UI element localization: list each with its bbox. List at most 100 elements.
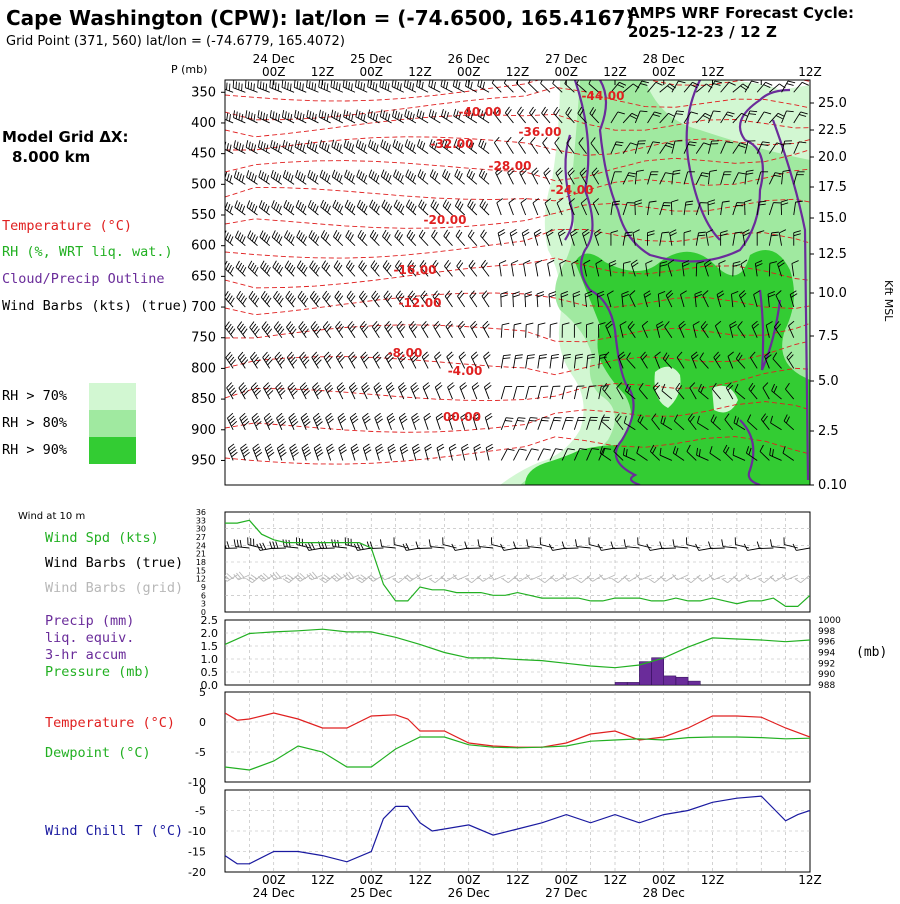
pressure-tick-label: 550 xyxy=(191,208,216,223)
precip-panel: Precip (mm) liq. equiv. 3-hr accum Press… xyxy=(45,613,887,692)
precip-tick-label: 2.5 xyxy=(201,614,219,627)
top-day-label: 26 Dec xyxy=(448,52,490,66)
pressure-tick-label: 992 xyxy=(818,659,835,669)
pressure-unit-label: (mb) xyxy=(856,645,887,660)
kft-msl-label: Kft MSL xyxy=(882,280,895,322)
pressure-tick-label: 750 xyxy=(191,331,216,346)
legend-rh: RH (%, WRT liq. wat.) xyxy=(2,244,173,260)
height-tick-label: 17.5 xyxy=(818,180,847,195)
pressure-tick-label: 700 xyxy=(191,300,216,315)
model-grid-value: 8.000 km xyxy=(12,148,90,166)
temp-y-axis: 50-5-10 xyxy=(188,686,206,789)
height-tick-label: 7.5 xyxy=(818,329,839,344)
barb-shaft xyxy=(216,575,225,583)
pressure-tick-label: 800 xyxy=(191,361,216,376)
windchill-tick-label: -10 xyxy=(188,825,206,838)
precip-label-3: 3-hr accum xyxy=(45,647,126,663)
precip-tick-label: 0.5 xyxy=(201,666,219,679)
temperature-contour-label: -24.00 xyxy=(551,183,594,197)
rh70-swatch xyxy=(89,383,136,410)
pressure-tick-label: 850 xyxy=(191,392,216,407)
windchill-panel: Wind Chill T (°C) 0-5-10-15-20 xyxy=(45,784,810,879)
wind-barbs-grid-label: Wind Barbs (grid) xyxy=(45,580,183,596)
temperature-contour-label: -40.00 xyxy=(459,105,502,119)
height-tick-label: 15.0 xyxy=(818,211,847,226)
true-wind-barb xyxy=(208,543,225,551)
pressure-tick-label: 650 xyxy=(191,269,216,284)
pressure-tick-label: 500 xyxy=(191,177,216,192)
top-hour-label: 12Z xyxy=(506,65,530,79)
precip-label-1: Precip (mm) xyxy=(45,613,134,629)
bottom-day-label: 25 Dec xyxy=(350,886,392,900)
top-day-label: 28 Dec xyxy=(643,52,685,66)
cross-section-panel: -44.00-40.00-36.00-32.00-28.00-24.00-20.… xyxy=(191,70,895,493)
precip-bar xyxy=(652,658,664,685)
top-hour-label: 12Z xyxy=(701,65,725,79)
pressure-axis-title: P (mb) xyxy=(171,63,207,76)
wind-panel: Wind at 10 m Wind Spd (kts) Wind Barbs (… xyxy=(18,508,810,617)
height-tick-label: 22.5 xyxy=(818,123,847,138)
bottom-hour-label: 12Z xyxy=(506,873,530,887)
barb-flag xyxy=(222,140,224,147)
barb-shaft xyxy=(526,325,527,338)
height-tick-label: 25.0 xyxy=(818,96,847,111)
bottom-hour-label: 12Z xyxy=(603,873,627,887)
wind-chill-label: Wind Chill T (°C) xyxy=(45,823,183,839)
precip-bar xyxy=(688,681,700,685)
pressure-tick-label: 994 xyxy=(818,649,835,659)
barb-flag xyxy=(242,84,243,91)
barb-flag xyxy=(239,83,240,90)
pressure-tick-label: 600 xyxy=(191,239,216,254)
height-tick-label: 12.5 xyxy=(818,247,847,262)
dewpoint-label: Dewpoint (°C) xyxy=(45,745,151,761)
barb-flag xyxy=(214,575,220,579)
pressure-tick-label: 400 xyxy=(191,116,216,131)
precip-tick-label: 2.0 xyxy=(201,627,219,640)
rh70-label: RH > 70% xyxy=(2,388,67,404)
pressure-label: Pressure (mb) xyxy=(45,664,151,680)
windchill-tick-label: -20 xyxy=(188,866,206,879)
top-hour-label: 12Z xyxy=(311,65,335,79)
barb-flag xyxy=(211,543,214,550)
pressure-tick-label: 1000 xyxy=(818,616,841,626)
pressure-tick-label: 450 xyxy=(191,147,216,162)
barb-flag xyxy=(233,80,234,87)
bottom-day-label: 24 Dec xyxy=(253,886,295,900)
barb-shaft xyxy=(211,548,225,550)
barb-flag xyxy=(214,543,217,550)
barb-flag xyxy=(227,83,228,90)
model-grid-label: Model Grid ΔX: xyxy=(2,128,129,146)
temperature-contour-label: -16.00 xyxy=(394,263,437,277)
barb-flag xyxy=(208,544,211,551)
temperature-contour-label: -4.00 xyxy=(448,364,483,378)
precip-bar xyxy=(664,676,676,685)
temperature-contour-label: -44.00 xyxy=(582,89,625,103)
pressure-tick-label: 988 xyxy=(818,681,835,691)
temperature-contour-label: -28.00 xyxy=(489,159,532,173)
pressure-tick-label: 996 xyxy=(818,638,835,648)
temperature-label: Temperature (°C) xyxy=(45,715,175,731)
temperature-contour-label: -12.00 xyxy=(399,296,442,310)
precip-bar xyxy=(627,682,639,685)
barb-flag xyxy=(221,81,222,88)
temperature-contour-label: -36.00 xyxy=(519,125,562,139)
temp-tick-label: 0 xyxy=(199,716,206,729)
barb-flag xyxy=(248,81,249,88)
top-hour-label: 00Z xyxy=(555,65,579,79)
precip-bar xyxy=(615,682,627,685)
barb-flag xyxy=(542,418,549,419)
pressure-tick-label: 900 xyxy=(191,423,216,438)
forecast-cycle-label: AMPS WRF Forecast Cycle: xyxy=(628,4,854,22)
bottom-day-label: 26 Dec xyxy=(448,886,490,900)
temp-tick-label: 5 xyxy=(199,686,206,699)
pressure-tick-label: 990 xyxy=(818,670,835,680)
bottom-hour-label: 12Z xyxy=(701,873,725,887)
barb-flag xyxy=(530,418,537,419)
wind-speed-label: Wind Spd (kts) xyxy=(45,530,159,546)
height-tick-label: 2.5 xyxy=(818,424,839,439)
bottom-day-label: 28 Dec xyxy=(643,886,685,900)
precip-label-2: liq. equiv. xyxy=(45,630,134,646)
height-tick-label: 20.0 xyxy=(818,150,847,165)
pressure-tick-label: 998 xyxy=(818,627,835,637)
